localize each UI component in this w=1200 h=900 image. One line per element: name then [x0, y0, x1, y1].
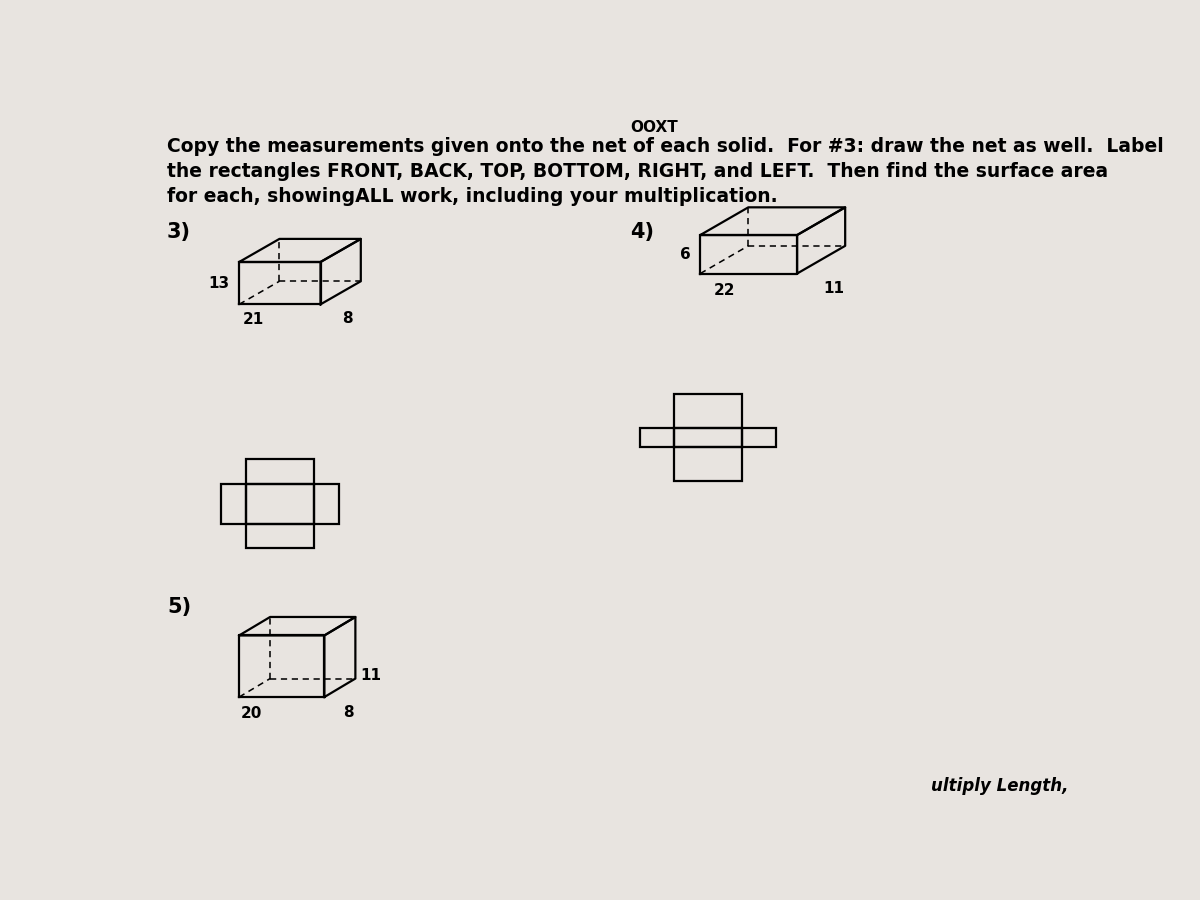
Bar [314, 484, 340, 524]
Bar [640, 428, 674, 446]
Text: Copy the measurements given onto the net of each solid.  For #3: draw the net as: Copy the measurements given onto the net… [167, 138, 1164, 206]
Text: 8: 8 [343, 705, 354, 720]
Bar [674, 428, 742, 446]
Text: 6: 6 [680, 247, 691, 262]
Bar [674, 446, 742, 481]
Text: 3): 3) [167, 222, 191, 242]
Text: 8: 8 [342, 310, 353, 326]
Text: 11: 11 [823, 281, 845, 296]
Bar [742, 428, 776, 446]
Bar [674, 394, 742, 428]
Bar [221, 484, 246, 524]
Bar [246, 484, 314, 524]
Text: 20: 20 [241, 706, 263, 721]
Bar [246, 459, 314, 484]
Text: 5): 5) [167, 597, 191, 617]
Text: ultiply Length,: ultiply Length, [931, 777, 1068, 795]
Text: OOXT: OOXT [630, 120, 678, 135]
Text: 13: 13 [208, 275, 229, 291]
Text: 22: 22 [714, 283, 736, 298]
Bar [246, 524, 314, 548]
Text: 4): 4) [630, 222, 654, 242]
Text: 11: 11 [361, 668, 382, 683]
Text: 21: 21 [244, 312, 264, 327]
